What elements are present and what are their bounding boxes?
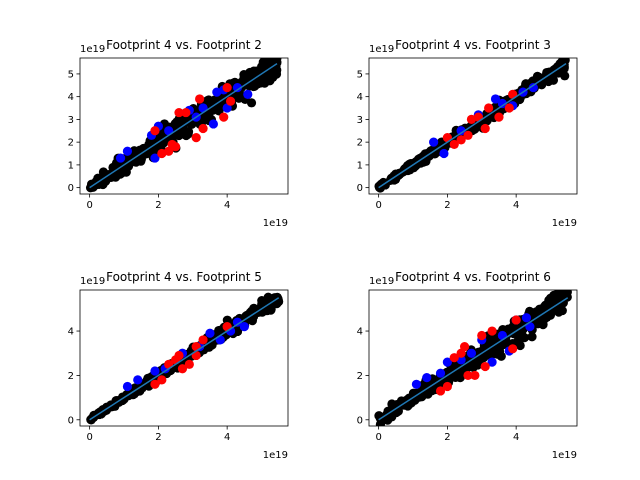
- y-tick-label: 5: [357, 69, 363, 80]
- y-tick-label: 2: [357, 371, 363, 382]
- y-offset-label: 1e19: [369, 276, 394, 287]
- red-point: [226, 97, 235, 106]
- subplot-title: Footprint 4 vs. Footprint 2: [106, 38, 262, 52]
- subplot-4: 0 2 40241e191e19 Footprint 4 vs. Footprint …: [357, 270, 577, 461]
- red-point: [508, 344, 517, 353]
- red-point: [219, 113, 228, 122]
- y-tick-label: 0: [68, 183, 74, 194]
- y-offset-label: 1e19: [369, 44, 394, 55]
- x-offset-label: 1e19: [552, 450, 577, 461]
- subplot-title: Footprint 4 vs. Footprint 3: [395, 38, 551, 52]
- x-tick-label: 4: [224, 432, 230, 443]
- blue-point: [429, 138, 438, 147]
- y-tick-label: 0: [357, 415, 363, 426]
- red-point: [171, 142, 180, 151]
- y-tick-label: 3: [68, 115, 74, 126]
- blue-point: [209, 119, 218, 128]
- red-point: [494, 113, 503, 122]
- x-tick-label: 2: [155, 432, 161, 443]
- x-offset-label: 1e19: [263, 450, 288, 461]
- blue-point: [116, 153, 125, 162]
- blue-point: [123, 147, 132, 156]
- red-point: [192, 133, 201, 142]
- y-tick-label: 2: [68, 138, 74, 149]
- red-point: [181, 108, 190, 117]
- x-tick-label: 4: [224, 200, 230, 211]
- y-tick-label: 4: [357, 327, 363, 338]
- blue-point: [422, 373, 431, 382]
- blue-point: [243, 90, 252, 99]
- black-point: [497, 352, 506, 361]
- red-point: [460, 342, 469, 351]
- x-offset-label: 1e19: [552, 218, 577, 229]
- x-tick-label: 0: [86, 200, 92, 211]
- x-tick-label: 0: [86, 432, 92, 443]
- red-point: [157, 375, 166, 384]
- red-point: [198, 124, 207, 133]
- red-point: [484, 103, 493, 112]
- blue-point: [412, 380, 421, 389]
- subplot-title: Footprint 4 vs. Footprint 6: [395, 270, 551, 284]
- blue-point: [467, 349, 476, 358]
- black-point: [527, 332, 536, 341]
- y-offset-label: 1e19: [80, 44, 105, 55]
- x-tick-label: 0: [375, 432, 381, 443]
- red-point: [505, 103, 514, 112]
- y-tick-label: 2: [68, 371, 74, 382]
- red-point: [195, 94, 204, 103]
- red-point: [470, 371, 479, 380]
- blue-point: [436, 369, 445, 378]
- red-point: [150, 126, 159, 135]
- red-point: [198, 335, 207, 344]
- y-tick-label: 4: [68, 92, 74, 103]
- y-tick-label: 2: [357, 138, 363, 149]
- red-point: [512, 315, 521, 324]
- y-tick-label: 3: [357, 115, 363, 126]
- x-tick-label: 4: [513, 432, 519, 443]
- blue-point: [133, 375, 142, 384]
- black-point: [423, 390, 432, 399]
- y-tick-label: 0: [68, 415, 74, 426]
- y-tick-label: 1: [68, 160, 74, 171]
- red-point: [477, 331, 486, 340]
- black-point: [249, 82, 258, 91]
- blue-point: [522, 313, 531, 322]
- red-point: [487, 326, 496, 335]
- red-point: [481, 124, 490, 133]
- blue-point: [123, 382, 132, 391]
- blue-point: [150, 366, 159, 375]
- black-point: [234, 94, 243, 103]
- blue-point: [205, 329, 214, 338]
- red-point: [223, 83, 232, 92]
- x-tick-label: 2: [444, 200, 450, 211]
- blue-point: [439, 149, 448, 158]
- y-tick-label: 0: [357, 183, 363, 194]
- red-point: [443, 382, 452, 391]
- y-tick-label: 4: [357, 92, 363, 103]
- x-tick-label: 4: [513, 200, 519, 211]
- y-offset-label: 1e19: [80, 276, 105, 287]
- y-tick-label: 1: [357, 160, 363, 171]
- red-point: [174, 351, 183, 360]
- black-point: [272, 48, 281, 57]
- y-tick-label: 5: [68, 69, 74, 80]
- subplot-title: Footprint 4 vs. Footprint 5: [106, 270, 262, 284]
- red-point: [481, 362, 490, 371]
- x-tick-label: 2: [444, 432, 450, 443]
- y-tick-label: 4: [68, 327, 74, 338]
- x-tick-label: 2: [155, 200, 161, 211]
- x-tick-label: 0: [375, 200, 381, 211]
- red-point: [463, 131, 472, 140]
- blue-point: [240, 322, 249, 331]
- x-offset-label: 1e19: [263, 218, 288, 229]
- red-point: [185, 360, 194, 369]
